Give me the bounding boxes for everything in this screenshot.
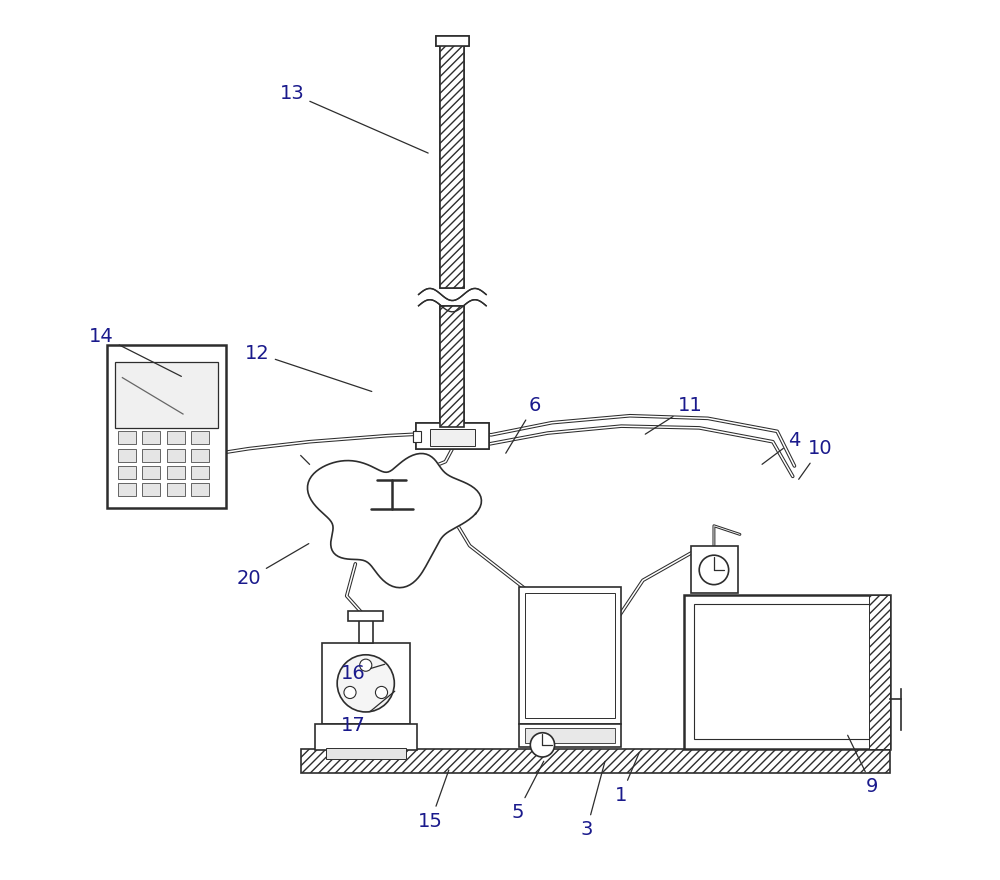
Bar (519, 587, 621, 724)
Bar (142, 466, 160, 479)
Bar (167, 449, 185, 462)
Bar (315, 724, 417, 750)
Text: 1: 1 (615, 752, 639, 804)
Bar (167, 431, 185, 444)
Bar (413, 431, 421, 442)
Text: 10: 10 (799, 439, 833, 480)
Text: 11: 11 (645, 396, 703, 434)
Bar (416, 422, 489, 449)
Bar (118, 449, 136, 462)
Bar (519, 724, 621, 746)
Circle shape (337, 655, 394, 712)
Bar (869, 595, 890, 749)
Text: 14: 14 (89, 326, 181, 377)
Text: 9: 9 (848, 736, 879, 796)
Bar (694, 604, 870, 739)
Bar (440, 41, 464, 289)
Bar (107, 345, 226, 508)
Bar (436, 35, 469, 46)
Text: 13: 13 (280, 84, 428, 153)
Text: 12: 12 (245, 344, 372, 392)
Bar (525, 593, 615, 718)
Bar (413, 431, 421, 442)
Circle shape (699, 555, 729, 584)
Bar (142, 449, 160, 462)
Bar (436, 35, 469, 46)
Text: 15: 15 (418, 770, 449, 831)
Text: 20: 20 (237, 544, 309, 588)
Bar (440, 305, 464, 427)
Bar (118, 431, 136, 444)
Bar (167, 466, 185, 479)
Text: 4: 4 (762, 430, 801, 465)
Bar (525, 728, 615, 743)
Circle shape (344, 686, 356, 699)
Bar (691, 546, 738, 593)
Bar (167, 483, 185, 496)
Bar (416, 422, 489, 449)
Text: 16: 16 (340, 664, 385, 684)
Bar (440, 41, 464, 289)
Bar (191, 449, 209, 462)
Polygon shape (308, 453, 481, 588)
Bar (191, 431, 209, 444)
Text: 3: 3 (580, 761, 605, 840)
Bar (359, 612, 373, 642)
Bar (440, 305, 464, 427)
Text: 17: 17 (340, 691, 395, 736)
Bar (430, 429, 475, 446)
Bar (430, 429, 475, 446)
Bar (118, 466, 136, 479)
Bar (326, 748, 406, 759)
Bar (118, 483, 136, 496)
Circle shape (360, 659, 372, 671)
Bar (142, 483, 160, 496)
Text: 5: 5 (511, 761, 544, 822)
Bar (191, 483, 209, 496)
Bar (142, 431, 160, 444)
Bar (301, 749, 890, 774)
Text: 6: 6 (506, 396, 541, 453)
Circle shape (530, 733, 555, 757)
Bar (348, 611, 383, 621)
Circle shape (375, 686, 388, 699)
Bar (115, 362, 218, 428)
Bar (684, 595, 890, 749)
Bar (191, 466, 209, 479)
Bar (322, 642, 410, 724)
